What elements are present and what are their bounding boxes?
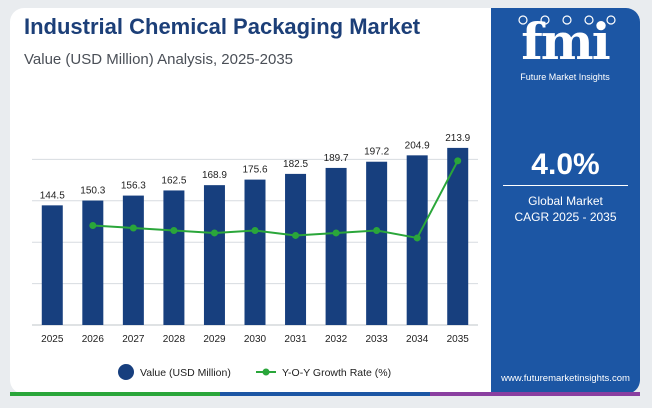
growth-line — [92, 160, 459, 240]
x-tick-label: 2031 — [284, 334, 307, 345]
cagr-value: 4.0% — [531, 148, 600, 181]
growth-point — [129, 224, 137, 232]
x-tick-label: 2028 — [163, 334, 186, 345]
cagr-label-period: CAGR 2025 - 2035 — [514, 210, 617, 224]
bar — [325, 167, 347, 325]
chart-subtitle: Value (USD Million) Analysis, 2025-2035 — [24, 51, 294, 68]
bar-value-label: 213.9 — [445, 133, 470, 144]
x-tick-label: 2030 — [244, 334, 267, 345]
bottom-color-strip — [10, 392, 640, 396]
bar — [41, 205, 63, 325]
bar-value-label: 144.5 — [40, 190, 65, 201]
bar-value-label: 175.6 — [242, 165, 267, 176]
x-tick-label: 2034 — [406, 334, 429, 345]
bar — [163, 190, 185, 325]
bar-value-label: 197.2 — [364, 147, 389, 158]
x-tick-label: 2025 — [41, 334, 64, 345]
x-tick-label: 2027 — [122, 334, 145, 345]
chart-title: Industrial Chemical Packaging Market — [24, 14, 421, 39]
bar-value-label: 150.3 — [80, 186, 105, 197]
growth-point — [210, 229, 218, 237]
x-tick-label: 2032 — [325, 334, 348, 345]
x-tick-label: 2035 — [447, 334, 470, 345]
growth-point — [251, 226, 259, 234]
bar — [366, 161, 388, 325]
logo-icons — [518, 15, 616, 25]
bar-value-label: 182.5 — [283, 159, 308, 170]
strip-segment-green — [10, 392, 220, 396]
strip-segment-blue — [220, 392, 430, 396]
chart-panel: Industrial Chemical Packaging Market Val… — [10, 8, 640, 394]
x-tick-label: 2033 — [366, 334, 389, 345]
bar-value-label: 168.9 — [202, 170, 227, 181]
logo-subtitle: Future Market Insights — [520, 72, 610, 82]
cagr-divider — [503, 185, 628, 186]
bar-value-label: 156.3 — [121, 181, 146, 192]
bar — [244, 179, 266, 325]
legend-bar-marker — [118, 364, 134, 380]
bar — [122, 195, 144, 325]
bar — [82, 200, 104, 325]
growth-point — [332, 229, 340, 237]
growth-point — [89, 222, 97, 229]
bar-value-label: 189.7 — [324, 153, 349, 164]
bar — [447, 147, 469, 325]
cagr-label-market: Global Market — [528, 194, 603, 208]
growth-point — [413, 234, 421, 242]
growth-point — [292, 231, 300, 239]
legend-line-dot — [262, 368, 270, 376]
legend-bar-label: Value (USD Million) — [140, 367, 231, 379]
growth-point — [373, 226, 381, 234]
bar — [285, 173, 307, 325]
legend-line-label: Y-O-Y Growth Rate (%) — [282, 367, 391, 379]
growth-point — [454, 157, 462, 165]
x-tick-label: 2026 — [82, 334, 105, 345]
website-url: www.futuremarketinsights.com — [501, 373, 630, 384]
bar-value-label: 162.5 — [161, 175, 186, 186]
fmi-logo: fmi Future Market Insights — [509, 14, 621, 86]
bar — [203, 185, 225, 325]
chart-plot: 144.5 2025 150.3 2026 156.3 2027 162.5 2028 168.… — [32, 133, 478, 380]
strip-segment-purple — [430, 392, 640, 396]
x-tick-label: 2029 — [203, 334, 226, 345]
logo-text: fmi — [521, 12, 610, 71]
brand-panel: fmi Future Market Insights 4.0% Global M… — [491, 8, 640, 394]
growth-point — [170, 226, 178, 234]
bar-value-label: 204.9 — [405, 140, 430, 151]
